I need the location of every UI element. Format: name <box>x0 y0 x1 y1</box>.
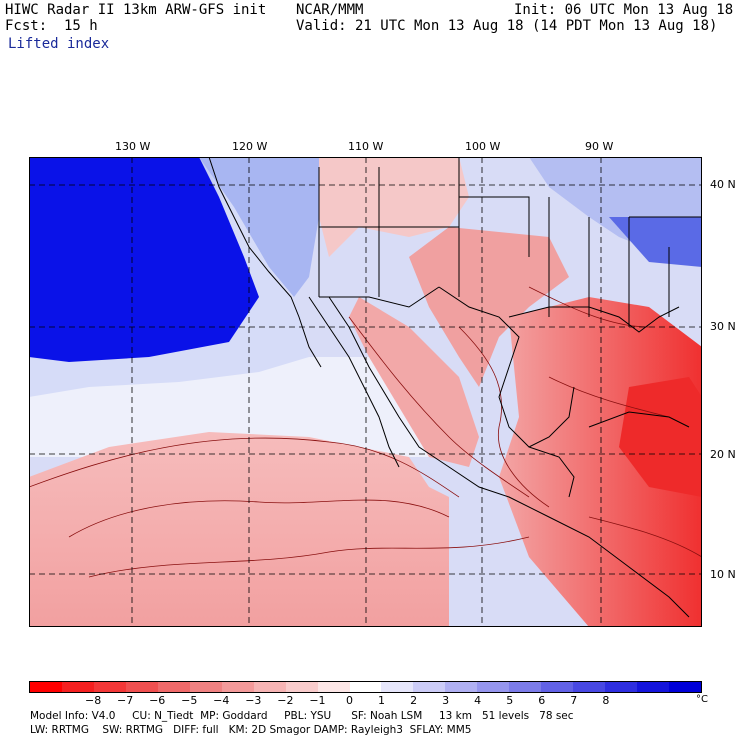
colorbar-swatch <box>509 682 542 692</box>
fcst-value: 15 h <box>64 18 98 34</box>
us-mex-border <box>319 286 440 308</box>
colorbar-swatch <box>189 682 222 692</box>
source-label: NCAR/MMM <box>296 2 364 18</box>
colorbar-swatch <box>349 682 382 692</box>
interior-west <box>319 157 469 257</box>
colorbar-swatch <box>477 682 510 692</box>
lat-label: 40 N <box>710 178 736 191</box>
colorbar-swatch <box>30 682 62 692</box>
deep-ocean <box>29 157 259 362</box>
colorbar-tick-label: 7 <box>570 694 578 707</box>
lon-label: 100 W <box>465 140 501 153</box>
nw-continent <box>199 157 319 297</box>
lat-label: 10 N <box>710 568 736 581</box>
colorbar-swatch <box>253 682 286 692</box>
field-name: Lifted index <box>8 36 110 52</box>
colorbar-tick-label: 1 <box>378 694 386 707</box>
model-title: HIWC Radar II 13km ARW-GFS init <box>5 2 267 18</box>
colorbar-tick-label: −8 <box>84 694 102 707</box>
colorbar-tick-label: 4 <box>474 694 482 707</box>
colorbar-tick-label: 8 <box>602 694 610 707</box>
lifted-index-map <box>29 157 702 627</box>
gulf-coast <box>438 286 575 448</box>
colorbar-ticks: −8 −7 −6 −5 −4 −3 −2 −1 0 1 2 3 4 5 6 7 8 <box>29 694 702 708</box>
colorbar-swatch <box>413 682 446 692</box>
colorbar-swatch <box>541 682 574 692</box>
colorbar-unit: °C <box>696 694 708 705</box>
colorbar-tick-label: −1 <box>309 694 326 707</box>
colorbar-swatch <box>221 682 254 692</box>
colorbar-swatch <box>285 682 318 692</box>
colorbar <box>29 681 702 693</box>
lon-label: 130 W <box>115 140 151 153</box>
colorbar-tick-label: −4 <box>213 694 230 707</box>
colorbar-swatch <box>669 682 702 692</box>
lat-label: 20 N <box>710 448 736 461</box>
itcz-zone <box>29 432 449 627</box>
valid-time: Valid: 21 UTC Mon 13 Aug 18 (14 PDT Mon … <box>296 18 718 34</box>
colorbar-tick-label: 3 <box>442 694 450 707</box>
model-info-line2: LW: RRTMG SW: RRTMG DIFF: full KM: 2D Sm… <box>30 724 472 736</box>
colorbar-swatch <box>61 682 94 692</box>
colorbar-swatch <box>93 682 126 692</box>
colorbar-swatch <box>157 682 190 692</box>
texas-area <box>409 227 569 387</box>
colorbar-tick-label: 5 <box>506 694 514 707</box>
yucatan <box>528 446 575 498</box>
colorbar-tick-label: −2 <box>277 694 294 707</box>
mexico-plateau <box>349 297 479 467</box>
colorbar-swatch <box>381 682 414 692</box>
colorbar-tick-label: 0 <box>345 694 353 707</box>
gulf-caribbean <box>499 297 702 627</box>
colorbar-tick-label: −7 <box>117 694 134 707</box>
colorbar-swatch <box>637 682 670 692</box>
caribbean-core <box>619 377 702 497</box>
cuba <box>588 411 690 428</box>
colorbar-swatch <box>445 682 478 692</box>
model-info-line1: Model Info: V4.0 CU: N_Tiedt MP: Goddard… <box>30 710 574 722</box>
init-time: Init: 06 UTC Mon 13 Aug 18 <box>514 2 734 18</box>
colorbar-swatch <box>317 682 350 692</box>
us-west-coast <box>208 157 322 368</box>
ne-blue-core <box>609 217 702 267</box>
colorbar-swatch <box>605 682 638 692</box>
colorbar-tick-label: −5 <box>181 694 198 707</box>
fcst-label: Fcst: <box>5 18 48 34</box>
lon-label: 90 W <box>585 140 614 153</box>
lat-label: 30 N <box>710 320 736 333</box>
mexico-west <box>328 296 690 618</box>
colorbar-tick-label: −3 <box>245 694 262 707</box>
colorbar-swatch <box>125 682 158 692</box>
lon-label: 120 W <box>232 140 268 153</box>
colorbar-tick-label: 2 <box>410 694 418 707</box>
colorbar-tick-label: 6 <box>538 694 546 707</box>
colorbar-swatch <box>573 682 606 692</box>
lon-label: 110 W <box>348 140 384 153</box>
colorbar-tick-label: −6 <box>149 694 166 707</box>
